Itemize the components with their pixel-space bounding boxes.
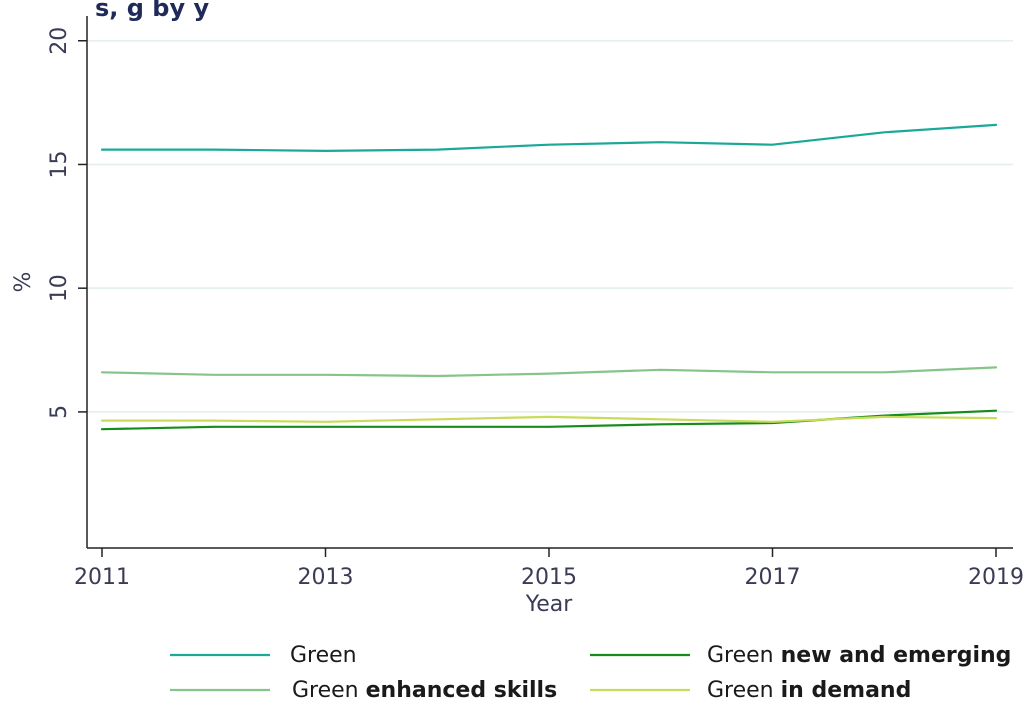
legend-item-green-new-and-emerging: Green new and emerging bbox=[590, 643, 1011, 668]
chart-title-fragment: s, g by y bbox=[95, 0, 209, 22]
legend-item-green: Green bbox=[170, 643, 357, 668]
legend-label: Green in demand bbox=[707, 678, 911, 703]
legend-label: Green new and emerging bbox=[707, 643, 1011, 668]
legend-label-bold: new and emerging bbox=[781, 643, 1012, 668]
x-tick-label: 2011 bbox=[74, 565, 130, 590]
legend-item-green-in-demand: Green in demand bbox=[590, 678, 911, 703]
series-line-green bbox=[100, 123, 998, 152]
legend-label-bold: enhanced skills bbox=[366, 678, 558, 703]
legend-label: Green enhanced skills bbox=[292, 678, 557, 703]
y-tick-label: 10 bbox=[47, 274, 72, 302]
y-tick-label: 20 bbox=[47, 27, 72, 55]
y-tick-label: 5 bbox=[47, 405, 72, 419]
x-tick-label: 2013 bbox=[298, 565, 354, 590]
y-tick-label: 15 bbox=[47, 150, 72, 178]
legend-item-green-enhanced-skills: Green enhanced skills bbox=[170, 678, 557, 703]
series-line-green-in-demand bbox=[100, 415, 998, 423]
legend-label-plain: Green bbox=[707, 678, 781, 703]
x-axis-label: Year bbox=[525, 592, 574, 617]
legend-label-plain: Green bbox=[292, 678, 366, 703]
legend-label-bold: in demand bbox=[781, 678, 912, 703]
legend-label: Green bbox=[290, 643, 357, 668]
x-tick-label: 2019 bbox=[968, 565, 1023, 590]
y-axis-label: % bbox=[11, 272, 36, 293]
legend-label-plain: Green bbox=[290, 643, 357, 668]
series-line-green-enhanced-skills bbox=[100, 366, 998, 378]
x-tick-label: 2015 bbox=[521, 565, 577, 590]
x-tick-label: 2017 bbox=[745, 565, 801, 590]
legend-label-plain: Green bbox=[707, 643, 781, 668]
